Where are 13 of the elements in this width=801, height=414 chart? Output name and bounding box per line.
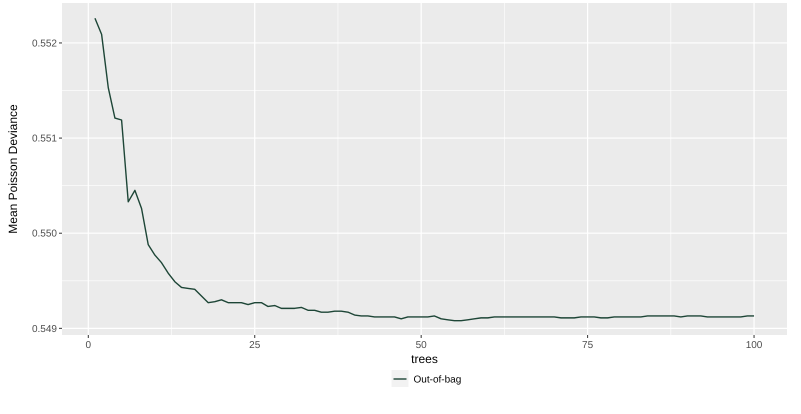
x-tick-label: 75 [582,340,594,351]
x-tick-label: 25 [249,340,261,351]
x-axis-title: trees [411,352,438,366]
y-tick-label: 0.552 [32,38,58,50]
x-tick-label: 50 [416,340,428,351]
y-tick-label: 0.549 [32,324,58,335]
y-axis-title: Mean Poisson Deviance [6,104,20,234]
y-tick-label: 0.550 [32,228,58,240]
x-tick-label: 100 [746,340,763,351]
legend-label: Out-of-bag [414,374,462,386]
line-series [94,18,755,322]
y-tick-label: 0.551 [32,134,58,145]
x-tick-label: 0 [86,340,92,351]
